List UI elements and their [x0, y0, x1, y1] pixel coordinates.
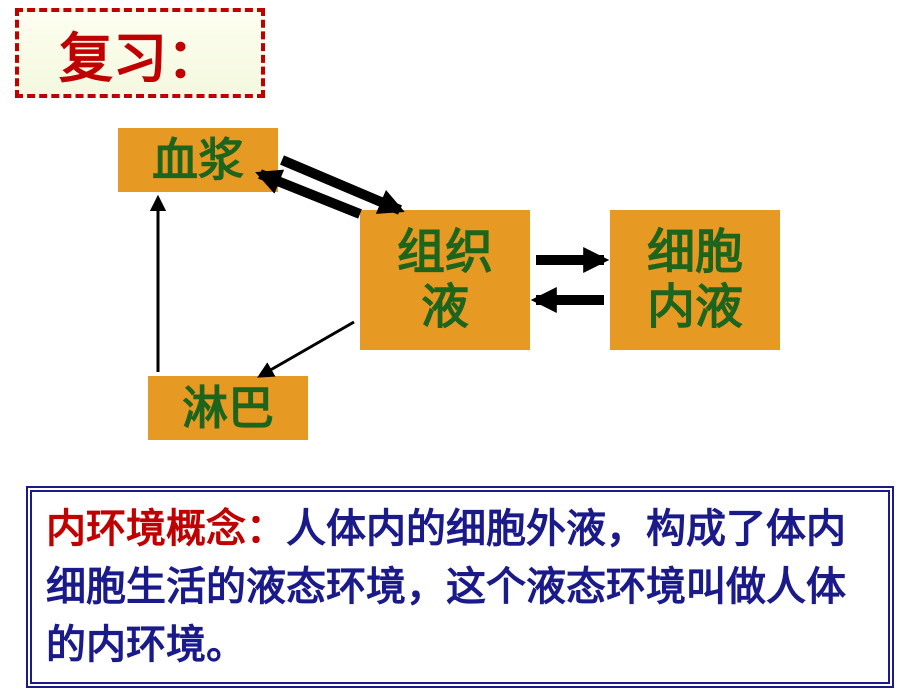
node-lymph-label: 淋巴 — [182, 382, 274, 435]
node-tissue-fluid: 组织 液 — [360, 210, 530, 350]
node-lymph: 淋巴 — [148, 376, 308, 440]
review-title-box: 复习： — [15, 8, 265, 98]
node-intracell-label: 细胞 内液 — [647, 225, 743, 335]
slide: 复习： 血浆 组织 液 细胞 内液 淋巴 内环境概念：人体内的细胞外液，构成了体… — [0, 0, 920, 690]
node-plasma: 血浆 — [118, 128, 278, 192]
node-intracellular-fluid: 细胞 内液 — [610, 210, 780, 350]
node-tissue-label: 组织 液 — [397, 225, 493, 335]
review-title-text: 复习： — [59, 14, 221, 93]
node-plasma-label: 血浆 — [152, 134, 244, 187]
definition-label: 内环境概念： — [46, 507, 286, 551]
definition-box: 内环境概念：人体内的细胞外液，构成了体内细胞生活的液态环境，这个液态环境叫做人体… — [26, 486, 894, 688]
